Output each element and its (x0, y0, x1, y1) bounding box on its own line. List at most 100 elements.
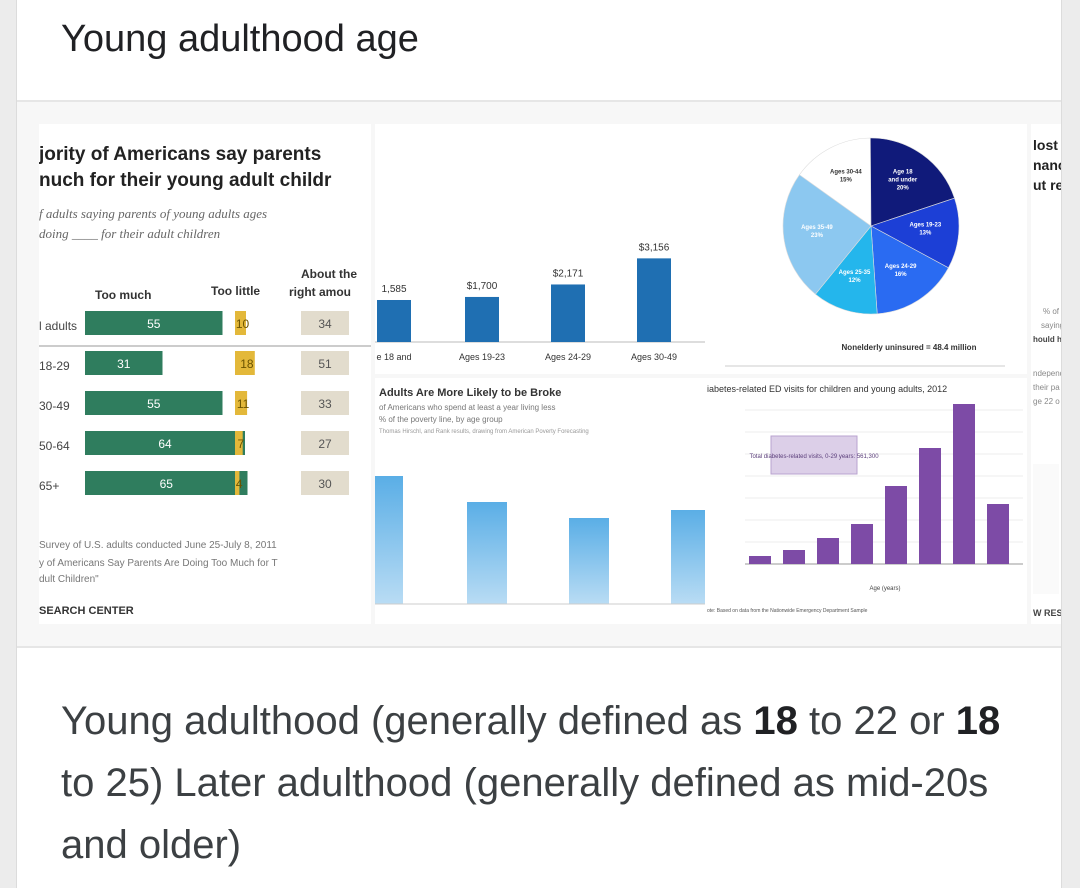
diabetes-bar (919, 448, 941, 564)
diabetes-title: iabetes-related ED visits for children a… (707, 384, 947, 394)
pie-slice (799, 137, 872, 227)
diabetes-bar (749, 556, 771, 564)
diabetes-bar (817, 538, 839, 564)
pew-bar-too-much (85, 391, 223, 415)
diabetes-bar (987, 504, 1009, 564)
image-thumbnail-cost-by-age[interactable]: 1,585 e 18 and $1,700 Ages 19-23 $2,171 Ages … (375, 124, 715, 374)
pew-bar-too-much (85, 311, 223, 335)
pew-bar-right-amount (301, 391, 349, 415)
image-thumbnail-partial[interactable]: lost s nanci ut rea % of saying hould ha… (1031, 124, 1061, 624)
answer-text-1: Young adulthood (generally defined as (61, 699, 754, 743)
broke-bar-3 (569, 518, 609, 604)
partial-heading-2: nanci (1033, 157, 1061, 173)
pie-caption: Nonelderly uninsured = 48.4 million (842, 343, 977, 352)
diabetes-total-box (770, 435, 858, 475)
pew-note-2: y of Americans Say Parents Are Doing Too… (39, 558, 278, 569)
pie-slice (782, 174, 872, 295)
pew-value-right-amount: 51 (318, 357, 332, 371)
image-thumbnail-diabetes-ed-visits[interactable]: iabetes-related ED visits for children a… (705, 378, 1027, 624)
partial-side-3: hould ha (1033, 335, 1061, 344)
pie-slice (870, 225, 949, 315)
pie-slice-label: 16% (895, 272, 908, 278)
pie-slice-label: 13% (919, 231, 932, 237)
cost-bar-value: $2,171 (553, 268, 584, 279)
pew-bar-right-amount (301, 471, 349, 495)
pew-heading-line2: nuch for their young adult childr (39, 170, 332, 191)
pew-bar-too-little (235, 431, 243, 455)
pie-slice-label: 12% (849, 278, 862, 284)
pew-value-right-amount: 27 (318, 437, 332, 451)
partial-heading-3: ut rea (1033, 177, 1061, 193)
diabetes-total-text: Total diabetes-related visits, 0-29 year… (749, 454, 879, 460)
partial-side-6: ge 22 o (1033, 397, 1060, 406)
pew-value-too-little: 7 (238, 437, 245, 451)
pie-slice-label: 20% (897, 186, 910, 192)
cost-bar (551, 284, 585, 342)
cost-bar-label: Ages 24-29 (545, 352, 591, 362)
pew-heading-line1: jority of Americans say parents (39, 144, 321, 165)
divider (17, 100, 1061, 102)
broke-bar-4 (671, 510, 711, 604)
image-thumbnail-pew-parents[interactable]: jority of Americans say parents nuch for… (39, 124, 371, 624)
broke-bar-1 (375, 476, 403, 604)
result-title[interactable]: Young adulthood age (61, 18, 419, 60)
pew-value-too-much: 65 (160, 477, 174, 491)
diabetes-xlabel: Age (years) (869, 586, 900, 592)
pew-bar-too-little (235, 391, 248, 415)
search-result-card: Young adulthood age jority of Americans … (16, 0, 1062, 888)
pew-row-label: 30-49 (39, 399, 70, 413)
pie-slice-label: 15% (840, 178, 853, 184)
broke-sub-3: Thomas Hirschl, and Rank results, drawin… (379, 429, 589, 435)
broke-sub-2: % of the poverty line, by age group (379, 415, 503, 424)
pew-value-too-much: 55 (147, 317, 161, 331)
pew-bar-too-much (85, 351, 163, 375)
pie-slice-label: Ages 19-23 (910, 223, 942, 229)
pie-slice-label: 23% (811, 233, 824, 239)
pie-slice-label: Ages 35-49 (801, 225, 833, 231)
pie-slice-label: Ages 30-44 (830, 170, 862, 176)
pew-value-too-much: 64 (158, 437, 172, 451)
pew-subheading-line2: doing ____ for their adult children (39, 226, 220, 241)
cost-bar-value: $1,700 (467, 281, 498, 292)
pie-slice-label: Age 18 (893, 170, 913, 176)
pew-source: SEARCH CENTER (39, 605, 134, 617)
cost-bar-value: 1,585 (381, 284, 406, 295)
cost-bar (637, 258, 671, 342)
pew-col-about-1: About the (301, 267, 357, 281)
partial-side-2: saying (1041, 321, 1061, 330)
pew-row-label: 18-29 (39, 359, 70, 373)
pew-row-label: l adults (39, 319, 77, 333)
pew-bar-right-amount (301, 431, 349, 455)
pew-bar-too-little (235, 311, 246, 335)
image-thumbnail-uninsured-pie[interactable]: Ages 30-44 15% Age 18 and under 20% Ages 19-2… (705, 124, 1027, 374)
answer-text-2: to 22 or (797, 699, 956, 743)
cost-bar-label: Ages 19-23 (459, 352, 505, 362)
pie-slice (870, 197, 960, 269)
pie-slice-label: Ages 25-35 (839, 270, 871, 276)
answer-bold-2: 18 (955, 699, 1001, 743)
partial-heading-1: lost s (1033, 137, 1061, 153)
pew-value-too-little: 10 (236, 317, 250, 331)
broke-title: Adults Are More Likely to be Broke (379, 387, 561, 399)
pew-value-too-much: 55 (147, 397, 161, 411)
divider (17, 646, 1061, 648)
pew-bar-too-little (235, 351, 255, 375)
pew-col-too-little: Too little (211, 284, 260, 298)
broke-bar-2 (467, 502, 507, 604)
pew-bar-too-much (85, 431, 245, 455)
pew-row-label: 65+ (39, 479, 59, 493)
pew-col-too-much: Too much (95, 288, 151, 302)
pew-bar-too-much (85, 471, 248, 495)
partial-foot: W RESE (1033, 608, 1061, 618)
pew-value-too-little: 11 (237, 397, 250, 411)
cost-bar-label: e 18 and (376, 352, 411, 362)
pie-slice-label: Ages 24-29 (885, 264, 917, 270)
pew-note-1: Survey of U.S. adults conducted June 25-… (39, 540, 277, 551)
image-thumbnail-broke-by-age[interactable]: Adults Are More Likely to be Broke of Am… (375, 378, 715, 624)
answer-snippet: Young adulthood (generally defined as 18… (61, 690, 1021, 876)
pew-bar-too-little (235, 471, 240, 495)
partial-side-4: ndepend (1033, 369, 1061, 378)
pew-value-too-little: 18 (240, 357, 254, 371)
pew-bar-right-amount (301, 351, 349, 375)
answer-bold-1: 18 (753, 699, 798, 743)
